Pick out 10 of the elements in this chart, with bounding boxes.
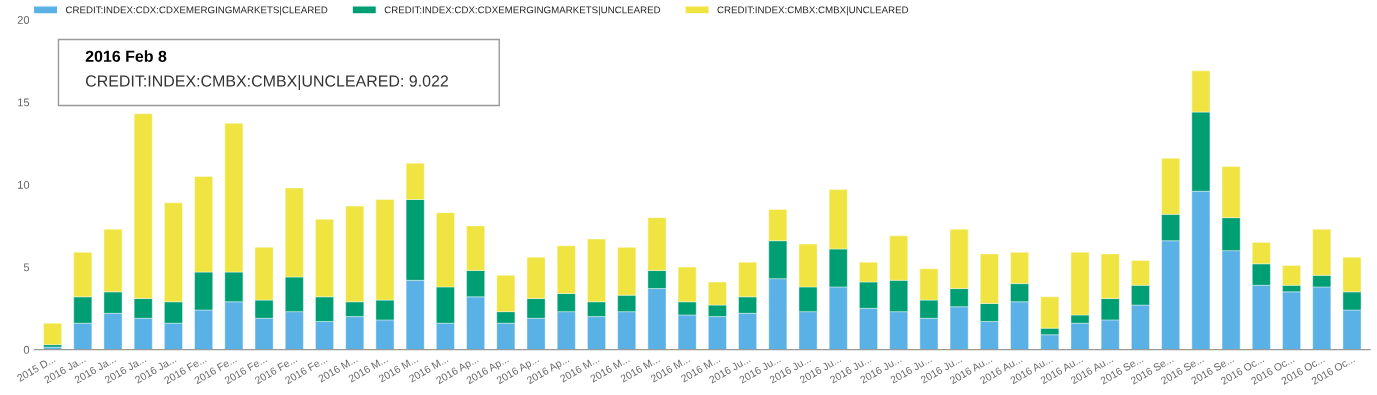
legend-label: CREDIT:INDEX:CMBX:CMBX|UNCLEARED: [717, 6, 909, 16]
y-tick-label: 10: [18, 180, 30, 189]
annotation: 2016 Feb 8: [85, 50, 167, 62]
legend-label: CREDIT:INDEX:CDX:CDXEMERGINGMARKETS|CLEARED: [65, 6, 328, 16]
y-tick-label: 5: [23, 263, 30, 272]
annotation: CREDIT:INDEX:CMBX:CMBX|UNCLEARED: 9.022: [85, 74, 448, 90]
legend-label: CREDIT:INDEX:CDX:CDXEMERGINGMARKETS|UNCLEARED: [384, 6, 661, 16]
y-tick-label: 20: [17, 16, 30, 24]
y-tick-label: 15: [18, 98, 30, 107]
y-tick-label: 0: [23, 345, 30, 354]
